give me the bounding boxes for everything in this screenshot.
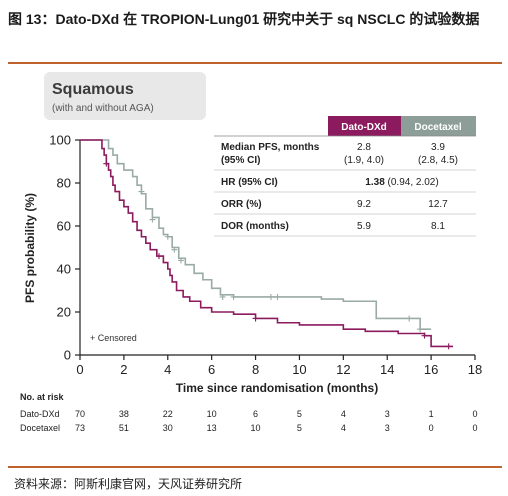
censor-mark [421,332,428,339]
at-risk-dato-label: Dato-DXd [20,409,60,419]
x-tick-label: 14 [380,362,394,377]
dato-dxd-curve [80,139,454,348]
censor-mark [406,315,413,322]
row-median-label-ci: (95% CI) [221,155,260,166]
row-hr-label: HR (95% CI) [221,177,278,188]
x-tick-label: 0 [76,362,83,377]
at-risk-doce-label: Docetaxel [20,423,60,433]
row-dor-label: DOR (months) [221,221,289,232]
dato-header-label: Dato-DXd [341,122,387,133]
at-risk-value: 4 [341,423,346,433]
panel-subtitle: (with and without AGA) [52,103,154,114]
at-risk-header: No. at risk [20,392,65,402]
docetaxel-curve [80,139,432,330]
doce-header-label: Docetaxel [414,122,461,133]
doce-orr-value: 12.7 [428,199,448,210]
at-risk-value: 0 [472,423,477,433]
km-chart: Squamous (with and without AGA) 02040608… [20,72,482,433]
censor-mark [252,315,259,322]
censor-mark [156,253,162,260]
at-risk-value: 30 [163,423,173,433]
figure-title: 图 13：Dato-DXd 在 TROPION-Lung01 研究中关于 sq … [8,11,480,27]
censor-mark [219,293,226,300]
x-ticks: 0 2 4 6 8 10 12 14 16 18 [76,355,482,377]
at-risk-value: 4 [341,409,346,419]
hr-value: 1.38 (0.94, 2.02) [365,177,438,188]
y-tick-label: 20 [57,305,71,320]
row-median-label: Median PFS, months [221,142,320,153]
y-axis-label: PFS probability (%) [23,193,37,303]
at-risk-value: 0 [429,423,434,433]
doce-median-value: 3.9 [431,142,445,153]
y-tick-label: 100 [49,133,71,148]
x-tick-label: 2 [120,362,127,377]
at-risk-value: 3 [385,423,390,433]
censor-mark [103,160,110,167]
dato-header-cell [328,116,401,136]
dato-median-ci: (1.9, 4.0) [344,155,384,166]
at-risk-value: 22 [163,409,173,419]
bottom-rule [8,466,502,468]
censor-mark [138,188,145,195]
censor-mark [417,326,424,333]
panel-title: Squamous [52,81,134,98]
censor-mark [274,293,281,300]
hr-estimate: 1.38 [365,177,385,188]
censor-mark [171,246,178,253]
at-risk-value: 10 [251,423,261,433]
at-risk-value: 10 [207,409,217,419]
at-risk-value: 6 [253,409,258,419]
summary-table: Dato-DXd Docetaxel Median PFS, months (9… [214,116,476,237]
at-risk-value: 13 [207,423,217,433]
at-risk-table: No. at risk Dato-DXd Docetaxel 70 38 22 10 6… [20,392,478,433]
censor-mark [149,216,156,223]
doce-dor-value: 8.1 [431,221,445,232]
censor-mark [177,257,184,264]
at-risk-value: 0 [472,409,477,419]
y-ticks: 0 20 40 60 80 100 [49,133,80,363]
at-risk-value: 73 [75,423,85,433]
y-tick-label: 80 [57,176,71,191]
dato-median-value: 2.8 [357,142,371,153]
y-tick-label: 0 [64,348,71,363]
dato-orr-value: 9.2 [357,199,371,210]
at-risk-value: 70 [75,409,85,419]
censor-mark [230,293,237,300]
at-risk-value: 3 [385,409,390,419]
at-risk-value: 5 [297,409,302,419]
panel-label-box [44,72,206,120]
x-tick-label: 18 [468,362,482,377]
at-risk-value: 38 [119,409,129,419]
at-risk-values: 70 38 22 10 6 5 4 3 1 073 51 30 13 10 5 4 3 0 0 [75,409,478,433]
y-tick-label: 40 [57,262,71,277]
x-tick-label: 16 [424,362,438,377]
x-tick-label: 4 [164,362,171,377]
x-tick-label: 8 [252,362,259,377]
censor-mark [267,293,274,300]
at-risk-value: 5 [297,423,302,433]
at-risk-value: 1 [429,409,434,419]
km-curves [80,139,454,350]
x-axis-label: Time since randomisation (months) [176,381,378,395]
x-tick-label: 6 [208,362,215,377]
x-tick-label: 12 [336,362,350,377]
censor-mark [445,343,452,350]
row-orr-label: ORR (%) [221,199,262,210]
hr-ci: (0.94, 2.02) [385,177,439,188]
dato-dor-value: 5.9 [357,221,371,232]
top-rule [8,62,502,64]
at-risk-value: 51 [119,423,129,433]
censor-mark [164,233,171,240]
censored-note: + Censored [90,333,137,343]
doce-header-cell [401,116,476,136]
source-note: 资料来源：阿斯利康官网，天风证券研究所 [14,477,243,491]
y-tick-label: 60 [57,219,71,234]
x-tick-label: 10 [292,362,306,377]
doce-median-ci: (2.8, 4.5) [418,155,458,166]
